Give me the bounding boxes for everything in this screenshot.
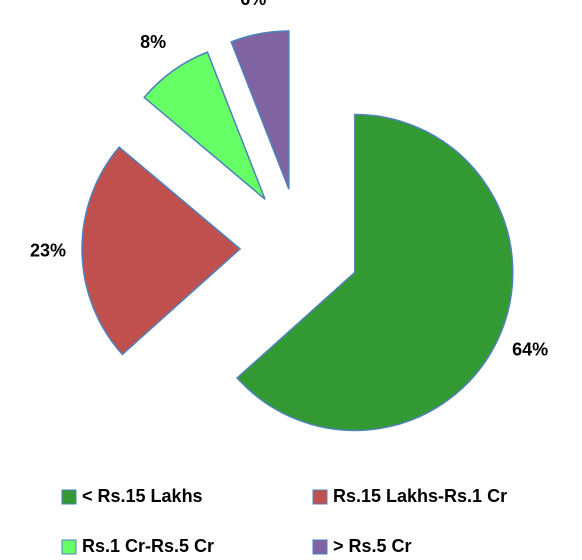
legend-label: Rs.15 Lakhs-Rs.1 Cr [333,486,507,506]
pie-slice [230,30,290,190]
legend-label: Rs.1 Cr-Rs.5 Cr [82,536,214,556]
legend-swatch [312,539,328,555]
data-label: 23% [30,241,66,261]
legend-swatch [61,539,77,555]
pie-slice [236,113,514,432]
pie-slice [143,51,266,200]
legend-label: < Rs.15 Lakhs [82,486,203,506]
legend-label: > Rs.5 Cr [333,536,412,556]
legend-swatch [312,489,328,505]
data-label: 8% [140,32,166,52]
pie-slice [81,146,242,356]
data-label: 64% [512,339,548,359]
data-label: 6% [240,0,266,9]
legend-swatch [61,489,77,505]
